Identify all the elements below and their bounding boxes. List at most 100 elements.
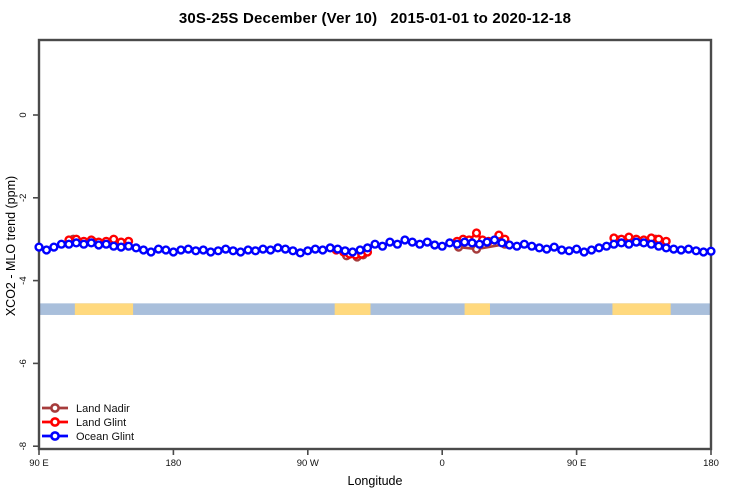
surface-band-land bbox=[612, 303, 671, 315]
data-point bbox=[564, 246, 574, 256]
data-point bbox=[519, 239, 529, 249]
data-point bbox=[213, 246, 223, 256]
data-point bbox=[624, 232, 634, 242]
x-tick-label: 180 bbox=[703, 458, 719, 469]
data-point bbox=[333, 244, 343, 254]
legend-label: Land Nadir bbox=[76, 403, 130, 415]
legend-label: Ocean Glint bbox=[76, 431, 134, 443]
data-point bbox=[355, 245, 365, 255]
data-point bbox=[594, 243, 604, 253]
data-point bbox=[557, 245, 567, 255]
data-point bbox=[549, 242, 559, 252]
data-point bbox=[467, 238, 477, 248]
data-point bbox=[56, 239, 67, 249]
data-point bbox=[86, 238, 96, 248]
data-point bbox=[109, 241, 119, 251]
data-point bbox=[340, 246, 350, 256]
data-point bbox=[474, 239, 485, 249]
legend-marker bbox=[50, 417, 60, 427]
data-point bbox=[452, 239, 462, 249]
data-point bbox=[609, 239, 619, 249]
data-point bbox=[534, 243, 544, 253]
data-point bbox=[221, 244, 231, 254]
data-point bbox=[236, 247, 246, 257]
data-point bbox=[654, 234, 664, 244]
series-ocean-glint bbox=[34, 235, 716, 258]
data-point bbox=[631, 237, 641, 247]
data-point bbox=[64, 239, 74, 249]
data-point bbox=[198, 245, 208, 255]
data-point bbox=[691, 246, 701, 256]
data-point bbox=[377, 241, 388, 251]
data-point bbox=[392, 239, 403, 249]
data-point bbox=[153, 244, 164, 254]
data-point bbox=[131, 243, 141, 253]
y-tick-label: -8 bbox=[18, 442, 29, 450]
x-axis-title: Longitude bbox=[347, 474, 403, 488]
data-point bbox=[101, 239, 111, 249]
data-point bbox=[497, 238, 507, 248]
data-point bbox=[683, 244, 694, 254]
data-point bbox=[661, 243, 671, 253]
data-point bbox=[437, 241, 447, 251]
data-point bbox=[41, 245, 52, 255]
data-point bbox=[385, 237, 395, 247]
data-point bbox=[288, 246, 298, 256]
data-point bbox=[482, 237, 492, 247]
surface-band-ocean bbox=[39, 303, 711, 315]
y-tick-label: -4 bbox=[18, 276, 29, 284]
data-point bbox=[273, 243, 283, 253]
data-point bbox=[258, 244, 268, 254]
x-tick-label: 90 E bbox=[29, 458, 49, 469]
data-point bbox=[265, 245, 276, 255]
x-tick-label: 180 bbox=[165, 458, 181, 469]
data-point bbox=[601, 241, 612, 251]
data-point bbox=[698, 247, 709, 257]
data-point bbox=[527, 241, 537, 251]
x-tick-label: 0 bbox=[440, 458, 445, 469]
data-point bbox=[34, 242, 44, 252]
x-tick-label: 90 W bbox=[297, 458, 319, 469]
data-point bbox=[250, 246, 261, 256]
data-point bbox=[542, 244, 552, 254]
data-point bbox=[639, 238, 649, 248]
data-point bbox=[504, 240, 515, 250]
data-point bbox=[415, 239, 425, 249]
y-tick-label: -2 bbox=[18, 194, 29, 202]
data-point bbox=[228, 246, 238, 256]
data-point bbox=[176, 245, 186, 255]
data-point bbox=[138, 245, 149, 255]
data-point bbox=[124, 241, 134, 251]
data-point bbox=[586, 245, 597, 255]
data-point bbox=[624, 239, 634, 249]
legend-marker bbox=[50, 431, 60, 441]
data-point bbox=[183, 244, 193, 254]
data-point bbox=[310, 244, 320, 254]
x-tick-label: 90 E bbox=[567, 458, 587, 469]
data-point bbox=[512, 241, 522, 251]
y-tick-label: 0 bbox=[18, 112, 29, 117]
data-point bbox=[571, 244, 582, 254]
data-point bbox=[460, 237, 470, 247]
legend-label: Land Glint bbox=[76, 417, 126, 429]
data-point bbox=[579, 247, 589, 257]
data-point bbox=[280, 244, 291, 254]
data-point bbox=[325, 243, 335, 253]
data-point bbox=[407, 237, 417, 247]
data-point bbox=[362, 243, 373, 253]
data-point bbox=[206, 247, 216, 257]
legend: Land Nadir Land Glint Ocean Glint bbox=[42, 403, 134, 443]
data-point bbox=[168, 247, 179, 257]
legend-marker bbox=[50, 403, 60, 413]
data-point bbox=[116, 242, 126, 252]
data-point bbox=[370, 239, 380, 249]
data-point bbox=[109, 234, 119, 244]
data-point bbox=[400, 235, 410, 245]
surface-band-land bbox=[334, 303, 371, 315]
data-point bbox=[646, 239, 656, 249]
data-point bbox=[243, 245, 253, 255]
data-point bbox=[430, 240, 440, 250]
data-point bbox=[706, 246, 716, 256]
